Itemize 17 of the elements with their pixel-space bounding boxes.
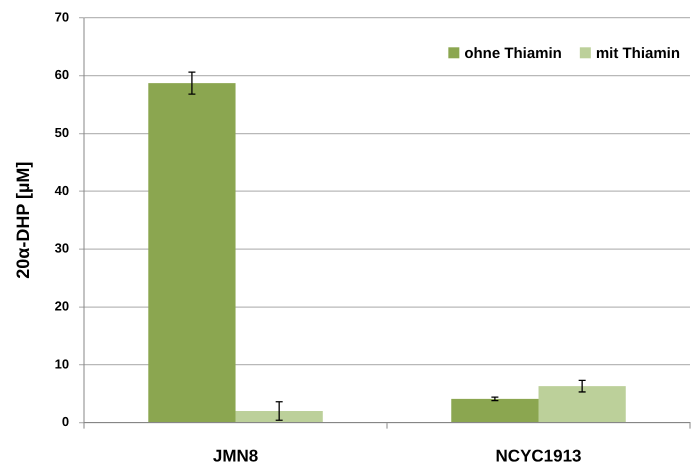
y-tick-label: 30 [54, 240, 70, 256]
y-tick-label: 60 [54, 67, 70, 82]
y-tick-label: 10 [54, 356, 70, 372]
y-tick-label: 70 [54, 9, 70, 24]
bar [236, 411, 323, 422]
legend-label: ohne Thiamin [464, 44, 562, 62]
x-tick-label: NCYC1913 [496, 446, 582, 466]
y-tick-label: 20 [54, 298, 70, 314]
bar [148, 83, 236, 422]
y-axis-title: 20α-DHP [µM] [12, 162, 33, 279]
legend-label: mit Thiamin [596, 44, 680, 62]
x-tick-label: JMN8 [212, 446, 258, 466]
y-tick-label: 0 [62, 414, 70, 430]
y-tick-label: 40 [54, 182, 70, 198]
bar [451, 398, 539, 422]
y-tick-label: 50 [54, 125, 70, 140]
bar [538, 386, 626, 422]
